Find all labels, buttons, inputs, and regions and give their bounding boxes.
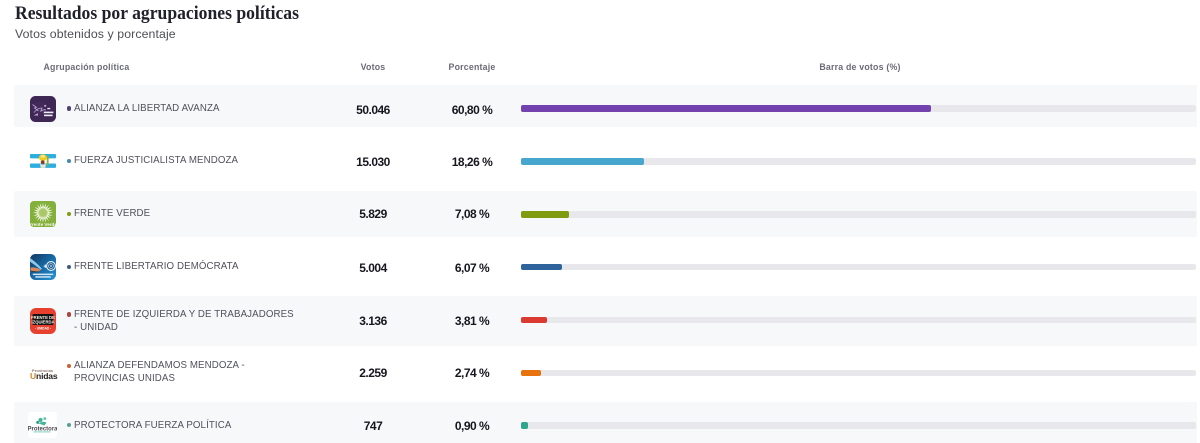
svg-text:- UNIDAD -: - UNIDAD - [35, 326, 51, 330]
svg-text:IZQUIERDA: IZQUIERDA [31, 319, 54, 324]
svg-text:Protectora: Protectora [28, 427, 57, 433]
svg-text:Frente Verde: Frente Verde [30, 222, 56, 227]
svg-text:FRENTE DE: FRENTE DE [31, 314, 55, 319]
